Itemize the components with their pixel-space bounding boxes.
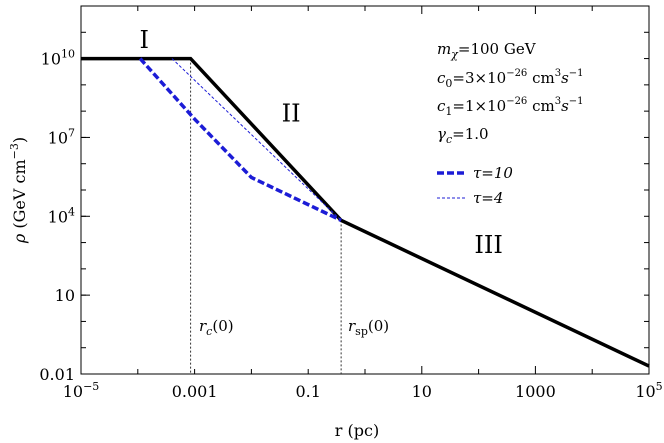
x-tick-label: 10 (412, 382, 432, 401)
annotation-c1: c1=1×10−26 cm3s−1 (437, 96, 584, 118)
y-axis-title: ρ (GeV cm−3) (8, 137, 29, 244)
x-tick-label: 10−5 (63, 380, 100, 401)
series-line (81, 56, 650, 368)
y-tick-label: 1010 (41, 48, 75, 69)
axis-tick-labels: 10−5 0.001 0.1 10 1000 105 0.01 10 104 107 1010 (39, 48, 662, 401)
axis-ticks (80, 5, 650, 375)
rsp-label: rsp(0) (348, 317, 389, 338)
legend-label-tau4: τ=4 (473, 189, 503, 207)
annotation-mass: mχ=100 GeV (437, 40, 537, 61)
y-tick-label: 0.01 (39, 365, 75, 384)
x-tick-label: 1000 (515, 382, 556, 401)
x-tick-label: 105 (635, 380, 662, 401)
annotation-gamma: γc=1.0 (437, 125, 489, 146)
x-axis-title: r (pc) (335, 421, 379, 440)
region-label: I (140, 26, 149, 54)
legend: τ=10 τ=4 (437, 164, 513, 207)
plot-frame (80, 5, 650, 375)
x-tick-label: 0.001 (172, 382, 218, 401)
x-tick-label: 0.1 (295, 382, 320, 401)
series-line (138, 57, 342, 222)
y-tick-label: 107 (48, 126, 75, 147)
annotation-c0: c0=3×10−26 cm3s−1 (437, 68, 584, 90)
y-tick-label: 104 (48, 205, 75, 226)
y-tick-label: 10 (55, 286, 75, 305)
region-label: III (474, 231, 502, 259)
series-line (171, 58, 342, 221)
region-label: II (282, 100, 301, 128)
reference-lines (190, 58, 342, 374)
rc-label: rc(0) (199, 317, 234, 338)
series-lines (81, 56, 650, 368)
legend-label-tau10: τ=10 (473, 164, 513, 182)
